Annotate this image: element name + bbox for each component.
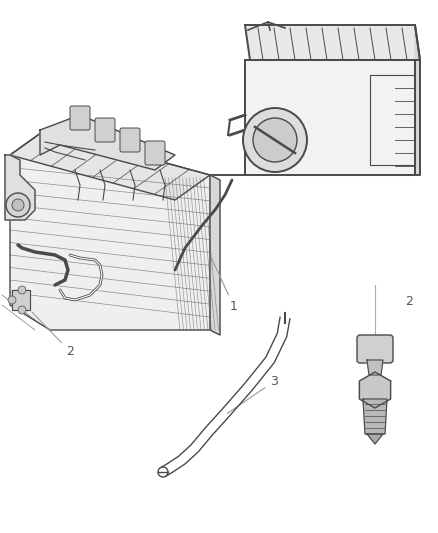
Circle shape [12,199,24,211]
Text: 2: 2 [32,312,74,358]
Circle shape [18,286,26,294]
Polygon shape [12,290,30,310]
Polygon shape [367,434,383,444]
Polygon shape [245,25,420,60]
FancyBboxPatch shape [145,141,165,165]
Polygon shape [210,175,220,335]
FancyBboxPatch shape [120,128,140,152]
Polygon shape [10,130,210,330]
Polygon shape [40,115,175,170]
Circle shape [243,108,307,172]
Polygon shape [360,372,391,408]
Circle shape [253,118,297,162]
FancyBboxPatch shape [70,106,90,130]
Circle shape [158,467,168,477]
Polygon shape [5,155,35,220]
Text: 1: 1 [211,257,238,313]
FancyBboxPatch shape [357,335,393,363]
Polygon shape [363,399,387,434]
Circle shape [8,296,16,304]
Polygon shape [415,25,420,175]
FancyBboxPatch shape [95,118,115,142]
Polygon shape [10,130,210,200]
Polygon shape [367,360,383,375]
Circle shape [6,193,30,217]
Polygon shape [245,60,415,175]
Text: 2: 2 [405,295,413,308]
Circle shape [18,306,26,314]
Text: 3: 3 [227,375,278,414]
